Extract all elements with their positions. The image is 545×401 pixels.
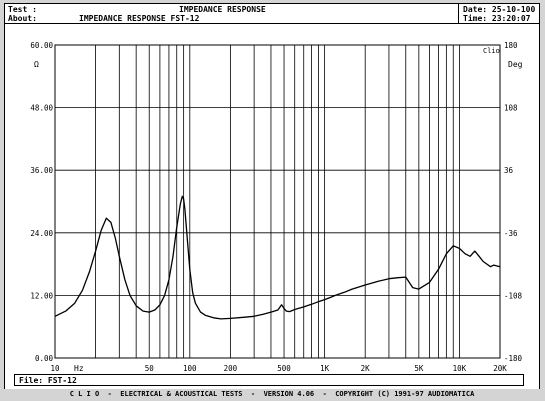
x-tick-label: 1K	[320, 364, 330, 373]
x-tick-label: 10	[50, 364, 60, 373]
footer: C L I O - ELECTRICAL & ACOUSTICAL TESTS …	[4, 389, 540, 399]
date-label: Date:	[463, 5, 488, 14]
header-vdivider	[458, 4, 459, 23]
corner-label: Clio	[483, 47, 500, 55]
y-tick-label: 24.00	[30, 229, 53, 238]
y2-tick-label: 108	[504, 104, 518, 113]
x-tick-label: 50	[145, 364, 155, 373]
y-tick-label: 0.00	[35, 354, 54, 363]
y2-tick-label: -108	[504, 291, 523, 300]
y-tick-label: 36.00	[30, 166, 53, 175]
y2-tick-label: -180	[504, 354, 523, 363]
header-time: Time: 23:20:07	[463, 14, 530, 23]
file-label: File: FST-12	[19, 376, 77, 385]
axis-labels: 10 50 100 200 500 1K 2K 5K 10K 20K 0.00 12.00 24.00 3…	[30, 41, 522, 373]
y-tick-label: 60.00	[30, 41, 53, 50]
test-value: IMPEDANCE RESPONSE	[179, 5, 266, 14]
header-divider	[5, 23, 539, 24]
impedance-curve	[54, 195, 501, 320]
y2-tick-label: 180	[504, 41, 518, 50]
x-tick-label: 200	[224, 364, 238, 373]
about-value: IMPEDANCE RESPONSE FST-12	[79, 14, 200, 23]
x-axis-unit: Hz	[74, 364, 84, 373]
x-tick-label: 5K	[414, 364, 424, 373]
y2-tick-label: 36	[504, 166, 514, 175]
y2-axis-unit: Deg	[508, 60, 523, 69]
time-value: 23:20:07	[491, 14, 531, 23]
x-tick-label: 100	[183, 364, 197, 373]
curve-layer	[54, 195, 501, 320]
test-label: Test :	[8, 5, 37, 14]
file-bar: File: FST-12	[14, 374, 524, 386]
about-label: About:	[8, 14, 37, 23]
time-label: Time:	[463, 14, 488, 23]
footer-text: C L I O - ELECTRICAL & ACOUSTICAL TESTS …	[69, 390, 475, 398]
x-tick-label: 2K	[361, 364, 371, 373]
y-tick-label: 48.00	[30, 104, 53, 113]
y2-tick-label: -36	[504, 229, 518, 238]
y-axis-unit: Ω	[34, 60, 39, 69]
grid	[54, 44, 501, 359]
plot-frame	[54, 44, 501, 359]
x-tick-label: 10K	[453, 364, 467, 373]
x-tick-label: 20K	[493, 364, 507, 373]
x-tick-label: 500	[277, 364, 291, 373]
date-value: 25-10-100	[491, 5, 536, 14]
header-date: Date: 25-10-100	[463, 5, 535, 14]
y-tick-label: 12.00	[30, 291, 53, 300]
